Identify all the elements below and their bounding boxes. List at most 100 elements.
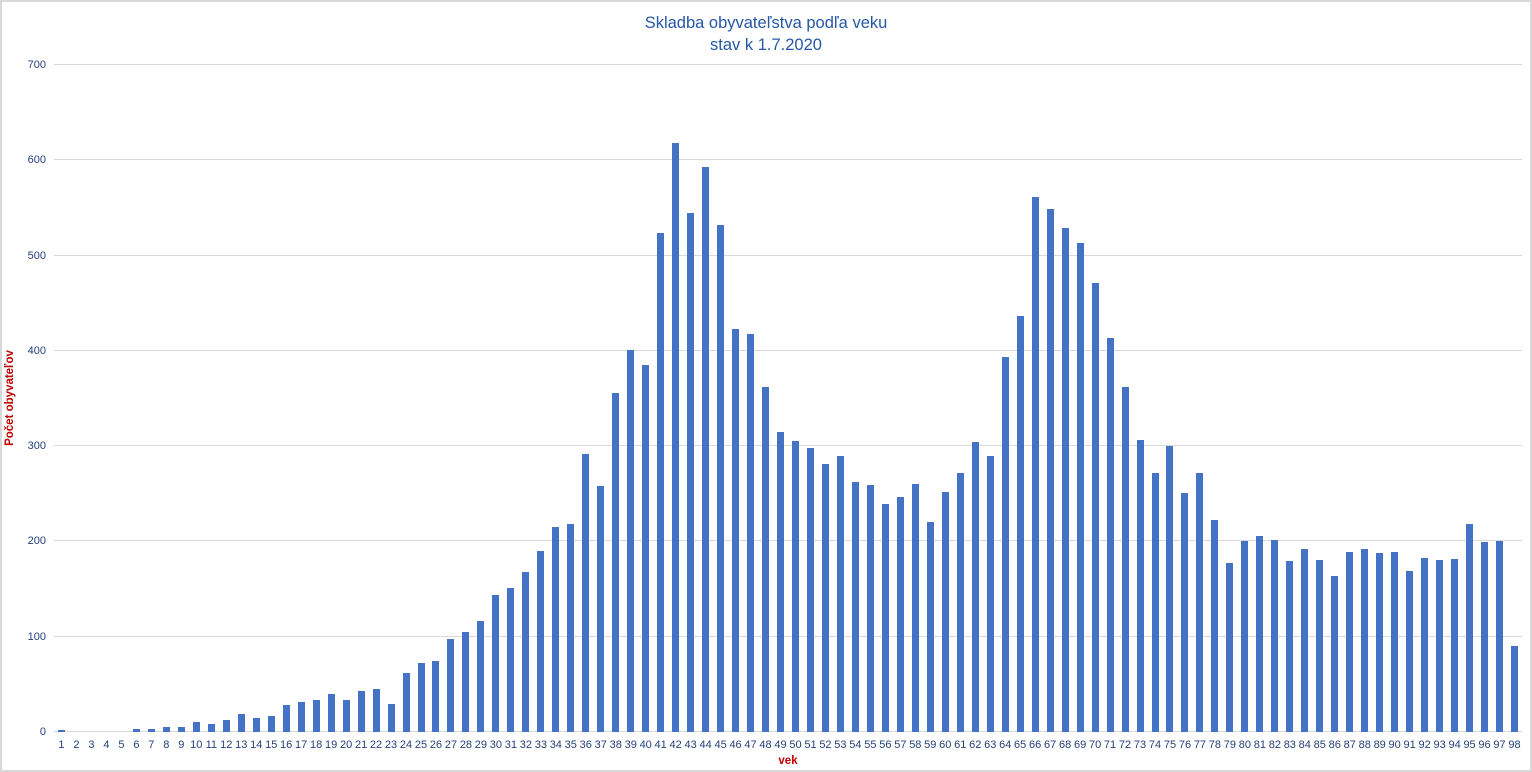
y-tick-label: 100 bbox=[27, 630, 46, 643]
y-tick-label: 400 bbox=[27, 344, 46, 357]
bar-age-38 bbox=[612, 392, 620, 732]
x-tick-label: 51 bbox=[804, 739, 817, 751]
y-tick-label: 300 bbox=[27, 440, 46, 453]
bar-age-64 bbox=[1001, 356, 1009, 732]
bar-age-12 bbox=[222, 719, 230, 732]
bar-age-61 bbox=[956, 472, 964, 732]
bar-age-66 bbox=[1031, 197, 1039, 732]
x-tick-label: 70 bbox=[1088, 739, 1102, 751]
bar-age-13 bbox=[237, 713, 245, 732]
bar-age-26 bbox=[432, 660, 440, 732]
x-tick-label: 10 bbox=[190, 739, 203, 751]
x-tick-label: 97 bbox=[1493, 739, 1506, 751]
bar-age-39 bbox=[627, 349, 635, 732]
x-tick-label: 4 bbox=[103, 739, 110, 751]
bar-age-92 bbox=[1421, 557, 1429, 732]
x-tick-label: 64 bbox=[999, 739, 1012, 751]
bar-age-90 bbox=[1391, 551, 1399, 732]
x-tick-label: 54 bbox=[849, 739, 862, 751]
x-tick-label: 45 bbox=[714, 739, 727, 751]
bar-age-88 bbox=[1361, 549, 1369, 732]
gridline bbox=[54, 64, 1522, 65]
bar-age-24 bbox=[402, 672, 410, 732]
bar-age-47 bbox=[747, 333, 755, 732]
bar-age-84 bbox=[1301, 549, 1309, 732]
x-tick-label: 73 bbox=[1133, 739, 1147, 751]
bar-age-48 bbox=[762, 387, 770, 732]
x-tick-label: 79 bbox=[1223, 739, 1237, 751]
bar-age-53 bbox=[836, 455, 844, 732]
x-tick-label: 7 bbox=[148, 739, 155, 751]
x-tick-label: 32 bbox=[519, 739, 532, 751]
x-tick-label: 65 bbox=[1014, 739, 1027, 751]
x-tick-label: 89 bbox=[1373, 739, 1386, 751]
bar-age-10 bbox=[192, 721, 200, 732]
gridline bbox=[54, 445, 1522, 447]
bar-age-1 bbox=[57, 730, 65, 732]
x-tick-label: 31 bbox=[504, 739, 517, 751]
x-tick-label: 12 bbox=[220, 739, 233, 751]
x-tick-label: 18 bbox=[310, 739, 323, 751]
x-tick-label: 38 bbox=[609, 739, 622, 751]
x-tick-label: 22 bbox=[369, 739, 383, 751]
x-tick-label: 95 bbox=[1463, 739, 1476, 751]
bar-age-87 bbox=[1346, 551, 1354, 732]
x-tick-label: 82 bbox=[1268, 739, 1281, 751]
bar-age-16 bbox=[282, 705, 290, 732]
x-tick-label: 39 bbox=[624, 739, 637, 751]
bar-age-49 bbox=[777, 431, 784, 732]
bar-age-68 bbox=[1061, 227, 1069, 732]
x-tick-label: 93 bbox=[1433, 739, 1446, 751]
x-tick-label: 19 bbox=[324, 739, 338, 751]
x-tick-label: 88 bbox=[1358, 739, 1371, 751]
bar-age-58 bbox=[911, 484, 919, 732]
x-tick-label: 55 bbox=[864, 739, 877, 751]
x-tick-label: 28 bbox=[459, 739, 473, 751]
x-tick-label: 21 bbox=[354, 739, 368, 751]
x-tick-label: 27 bbox=[444, 739, 458, 751]
bar-age-69 bbox=[1076, 243, 1084, 732]
x-tick-label: 16 bbox=[280, 739, 293, 751]
bar-age-71 bbox=[1106, 338, 1114, 732]
x-tick-label: 25 bbox=[414, 739, 428, 751]
x-tick-label: 75 bbox=[1163, 739, 1177, 751]
chart-subtitle: stav k 1.7.2020 bbox=[710, 36, 822, 55]
x-tick-label: 92 bbox=[1418, 739, 1431, 751]
bar-age-75 bbox=[1166, 446, 1174, 732]
bar-age-23 bbox=[387, 704, 395, 732]
x-tick-label: 69 bbox=[1073, 739, 1087, 751]
x-tick-label: 14 bbox=[250, 739, 263, 751]
x-tick-label: 9 bbox=[178, 739, 185, 751]
x-tick-label: 36 bbox=[579, 739, 592, 751]
bar-age-33 bbox=[537, 550, 545, 732]
x-tick-label: 2 bbox=[73, 739, 80, 751]
bar-age-43 bbox=[687, 212, 695, 732]
bar-age-74 bbox=[1151, 472, 1159, 732]
bar-age-50 bbox=[791, 441, 799, 732]
x-tick-label: 40 bbox=[639, 739, 652, 751]
x-tick-label: 84 bbox=[1298, 739, 1311, 751]
gridline bbox=[54, 635, 1522, 637]
bar-age-21 bbox=[357, 691, 365, 732]
x-tick-label: 58 bbox=[909, 739, 922, 751]
bar-age-31 bbox=[507, 588, 515, 732]
x-tick-label: 85 bbox=[1313, 739, 1326, 751]
x-tick-label: 80 bbox=[1238, 739, 1251, 751]
y-tick-label: 0 bbox=[39, 726, 46, 738]
bar-age-89 bbox=[1376, 552, 1384, 732]
x-tick-label: 86 bbox=[1328, 739, 1341, 751]
bar-age-55 bbox=[866, 485, 874, 732]
x-tick-label: 15 bbox=[265, 739, 278, 751]
x-tick-label: 77 bbox=[1193, 739, 1207, 751]
x-axis-tick-labels: 1 2 3 4 5 6 7 8 9 10 11 12 13 14 15 16 17 18 19 20 21 22 23 24 2… bbox=[54, 739, 1522, 753]
bar-age-18 bbox=[312, 699, 320, 732]
bar-age-22 bbox=[372, 689, 380, 732]
bar-age-41 bbox=[657, 232, 665, 732]
x-tick-label: 42 bbox=[669, 739, 682, 751]
x-tick-label: 33 bbox=[534, 739, 547, 751]
x-tick-label: 76 bbox=[1178, 739, 1192, 751]
y-axis-title: Počet obyvateľov bbox=[4, 350, 16, 446]
x-tick-label: 8 bbox=[163, 739, 170, 751]
bar-age-65 bbox=[1016, 315, 1024, 732]
bar-age-8 bbox=[162, 727, 170, 732]
